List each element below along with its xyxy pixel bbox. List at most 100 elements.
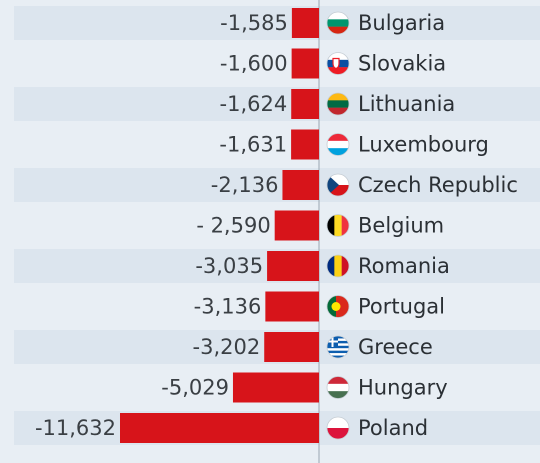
bar-portugal <box>265 291 319 322</box>
flag-stripe <box>327 185 349 196</box>
category-label: Romania <box>358 254 450 278</box>
flag-outline <box>326 376 350 399</box>
flag-part <box>336 295 349 318</box>
flag-stripe <box>327 353 349 356</box>
category-label: Lithuania <box>358 92 455 116</box>
flag-outline <box>326 214 350 237</box>
greece-flag-icon <box>326 335 350 359</box>
flag-fill <box>327 336 349 358</box>
flag-stripe <box>327 100 349 108</box>
flag-fill <box>327 133 349 156</box>
row-band <box>14 6 540 40</box>
value-label: -3,035 <box>195 254 263 278</box>
value-label: -1,631 <box>219 133 287 157</box>
flag-fill <box>327 12 349 34</box>
category-label: Slovakia <box>358 52 446 76</box>
flag-emblem <box>331 302 341 311</box>
flag-outline <box>326 335 350 359</box>
romania-flag-icon <box>326 254 350 278</box>
category-label: Bulgaria <box>358 11 445 35</box>
bar-hungary <box>232 372 319 403</box>
flag-triangle <box>327 174 339 196</box>
flag-stripe <box>327 391 349 399</box>
flag-stripe <box>327 133 349 142</box>
category-label: Portugal <box>358 295 445 319</box>
flag-stripe <box>327 355 349 358</box>
flag-stripe <box>327 140 349 149</box>
bulgaria-flag-icon <box>326 11 350 35</box>
flag-fill <box>327 93 349 115</box>
value-label: -5,029 <box>161 376 229 400</box>
category-label: Luxembourg <box>358 133 489 157</box>
value-label: -1,624 <box>220 92 288 116</box>
flag-fill <box>327 376 349 399</box>
flag-stripe <box>327 417 349 429</box>
flag-outline <box>326 92 350 116</box>
flag-stripe <box>327 67 349 75</box>
flag-stripe <box>327 376 349 385</box>
category-label: Czech Republic <box>358 173 518 197</box>
value-label: -1,585 <box>220 11 288 35</box>
czech-flag-icon <box>326 173 350 197</box>
flag-stripe <box>327 12 349 20</box>
flag-outline <box>326 254 350 278</box>
flag-outline <box>326 295 350 318</box>
slovakia-flag-icon <box>326 52 350 75</box>
flag-stripe <box>327 107 349 115</box>
flag-stripe <box>327 350 349 354</box>
bar-slovakia <box>291 48 319 79</box>
flag-stripe <box>327 93 349 101</box>
lithuania-flag-icon <box>326 92 350 116</box>
value-label: - 2,590 <box>196 214 270 238</box>
flag-stripe <box>327 255 335 277</box>
flag-fill <box>327 174 349 196</box>
category-label: Poland <box>358 416 428 440</box>
flag-fill <box>327 417 349 439</box>
poland-flag-icon <box>326 416 350 440</box>
flag-stripe <box>327 348 349 351</box>
flag-outline <box>326 173 350 197</box>
value-label: -1,600 <box>220 52 288 76</box>
flag-stripe <box>327 19 349 27</box>
flag-fill <box>327 214 349 237</box>
flag-stripe <box>334 214 342 237</box>
value-label: -3,202 <box>193 335 261 359</box>
bar-belgium <box>274 210 319 241</box>
flag-outline <box>326 52 350 75</box>
category-label: Belgium <box>358 214 444 238</box>
flag-stripe <box>341 255 349 277</box>
bar-poland <box>120 413 319 443</box>
flag-stripe <box>327 174 349 186</box>
row-band <box>14 168 540 202</box>
row-band <box>14 87 540 121</box>
flag-fill <box>327 295 349 318</box>
value-label: -3,136 <box>194 295 262 319</box>
flag-stripe <box>334 255 342 277</box>
hungary-flag-icon <box>326 376 350 399</box>
flag-outline <box>326 416 350 440</box>
flag-stripe <box>327 26 349 34</box>
value-label: -11,632 <box>35 416 116 440</box>
bar-romania <box>267 251 319 281</box>
flag-outline <box>326 133 350 156</box>
bar-luxembourg <box>291 129 319 160</box>
flag-stripe <box>327 428 349 439</box>
bar-czech-republic <box>282 170 319 200</box>
luxembourg-flag-icon <box>326 133 350 156</box>
bar-lithuania <box>291 89 319 119</box>
bar-greece <box>264 332 319 362</box>
belgium-flag-icon <box>326 214 350 237</box>
category-label: Hungary <box>358 376 448 400</box>
bar-bulgaria <box>291 8 319 38</box>
value-label: -2,136 <box>211 173 279 197</box>
flag-cross <box>331 336 334 347</box>
flag-stripe <box>327 214 335 237</box>
flag-fill <box>327 52 349 75</box>
portugal-flag-icon <box>326 295 350 318</box>
flag-stripe <box>341 214 349 237</box>
flag-outline <box>326 11 350 35</box>
flag-stripe <box>327 345 349 349</box>
flag-stripe <box>327 52 349 61</box>
